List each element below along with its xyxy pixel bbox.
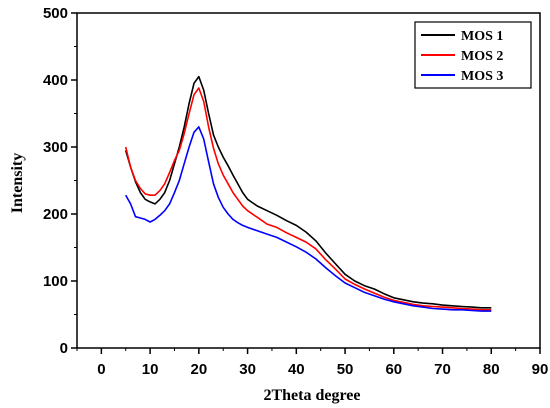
y-tick-label: 100 xyxy=(43,273,68,290)
x-tick-label: 40 xyxy=(288,361,305,378)
series-group xyxy=(124,75,492,312)
x-tick-label: 80 xyxy=(483,361,500,378)
y-axis-title: Intensity xyxy=(9,153,26,213)
axis-ticks: 0 10 20 30 40 50 60 70 80 90 0 100 200 300 400 500 xyxy=(43,5,548,378)
x-tick-label: 0 xyxy=(97,361,105,378)
x-tick-label: 50 xyxy=(337,361,354,378)
legend: MOS 1 MOS 2 MOS 3 xyxy=(414,21,532,89)
y-tick-label: 300 xyxy=(43,139,68,156)
x-tick-label: 90 xyxy=(532,361,549,378)
x-tick-label: 30 xyxy=(239,361,256,378)
y-tick-label: 400 xyxy=(43,72,68,89)
x-axis-title: 2Theta degree xyxy=(263,387,360,404)
series-line-mos-3 xyxy=(125,126,492,312)
legend-label: MOS 3 xyxy=(461,69,503,84)
series-line-mos-2 xyxy=(124,87,492,311)
series-line-mos-1 xyxy=(124,75,492,309)
legend-label: MOS 1 xyxy=(461,29,503,44)
x-tick-label: 70 xyxy=(434,361,451,378)
x-tick-label: 20 xyxy=(190,361,207,378)
y-tick-label: 500 xyxy=(43,5,68,22)
y-tick-label: 0 xyxy=(60,340,68,357)
legend-label: MOS 2 xyxy=(461,49,503,64)
x-tick-label: 10 xyxy=(142,361,159,378)
y-tick-label: 200 xyxy=(43,206,68,223)
x-tick-label: 60 xyxy=(385,361,402,378)
